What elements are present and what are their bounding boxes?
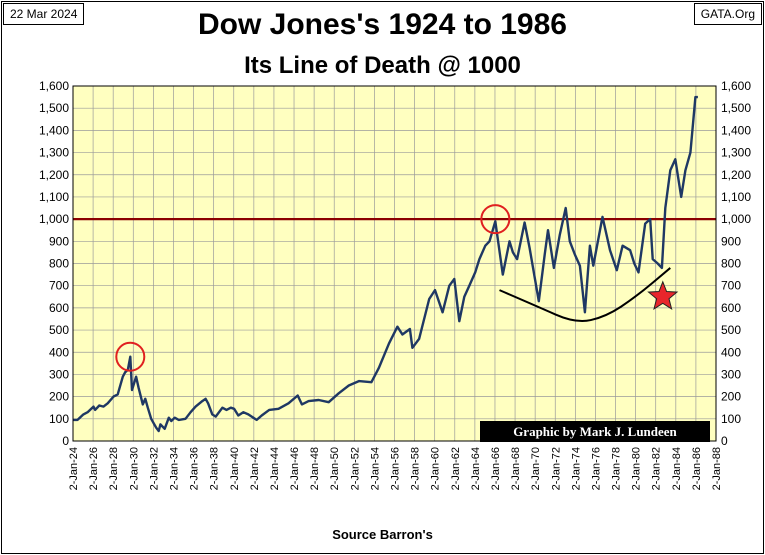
- x-tick-label: 2-Jan-46: [289, 447, 301, 490]
- y-tick-label-left: 800: [49, 257, 69, 271]
- x-tick-label: 2-Jan-62: [450, 447, 462, 490]
- x-axis-title: Source Barron's: [332, 527, 433, 542]
- y-tick-label-right: 1,400: [721, 123, 751, 137]
- x-tick-label: 2-Jan-86: [691, 447, 703, 490]
- y-tick-label-right: 1,100: [721, 190, 751, 204]
- x-tick-label: 2-Jan-42: [249, 447, 261, 490]
- y-tick-label-right: 1,000: [721, 212, 751, 226]
- x-tick-label: 2-Jan-78: [611, 447, 623, 490]
- y-tick-label-right: 300: [721, 367, 741, 381]
- x-tick-label: 2-Jan-88: [711, 447, 723, 490]
- x-tick-label: 2-Jan-76: [590, 447, 602, 490]
- plot-border: [72, 85, 717, 442]
- chart-subtitle: Its Line of Death @ 1000: [244, 52, 521, 79]
- y-tick-label-left: 500: [49, 323, 69, 337]
- y-tick-label-right: 1,300: [721, 146, 751, 160]
- x-axis: 2-Jan-24 2-Jan-26 2-Jan-28 2-Jan-30 2-Jan-32…: [68, 447, 723, 490]
- y-axis-left: 0 100 200 300 400 500 600 700 800 900 1,000 1,100 1,…: [39, 79, 69, 448]
- y-tick-label-right: 200: [721, 390, 741, 404]
- x-tick-label: 2-Jan-54: [369, 447, 381, 490]
- y-tick-label-right: 1,200: [721, 168, 751, 182]
- x-tick-label: 2-Jan-82: [651, 447, 663, 490]
- y-tick-label-right: 0: [721, 434, 728, 448]
- credit-label: Graphic by Mark J. Lundeen: [480, 421, 710, 442]
- x-tick-label: 2-Jan-48: [309, 447, 321, 490]
- x-tick-label: 2-Jan-74: [570, 447, 582, 490]
- y-tick-label-left: 600: [49, 301, 69, 315]
- y-tick-label-left: 1,000: [39, 212, 69, 226]
- annotations: [115, 204, 679, 372]
- x-tick-label: 2-Jan-64: [470, 447, 482, 490]
- series-line: [73, 95, 698, 433]
- y-tick-label-left: 300: [49, 367, 69, 381]
- x-tick-label: 2-Jan-30: [128, 447, 140, 490]
- trend-curve: [499, 267, 671, 322]
- x-tick-label: 2-Jan-52: [349, 447, 361, 490]
- x-tick-label: 2-Jan-38: [209, 447, 221, 490]
- x-tick-label: 2-Jan-72: [550, 447, 562, 490]
- y-tick-label-right: 900: [721, 234, 741, 248]
- x-tick-label: 2-Jan-28: [108, 447, 120, 490]
- y-tick-label-right: 500: [721, 323, 741, 337]
- x-tick-label: 2-Jan-36: [189, 447, 201, 490]
- y-tick-label-left: 100: [49, 412, 69, 426]
- x-tick-label: 2-Jan-24: [68, 447, 80, 490]
- y-tick-label-left: 200: [49, 390, 69, 404]
- x-tick-label: 2-Jan-50: [329, 447, 341, 490]
- y-tick-label-left: 0: [62, 434, 69, 448]
- x-tick-label: 2-Jan-60: [430, 447, 442, 490]
- y-tick-label-left: 1,200: [39, 168, 69, 182]
- y-tick-label-right: 100: [721, 412, 741, 426]
- y-tick-label-left: 1,100: [39, 190, 69, 204]
- x-tick-label: 2-Jan-34: [168, 447, 180, 490]
- y-tick-label-left: 1,300: [39, 146, 69, 160]
- x-tick-label: 2-Jan-58: [410, 447, 422, 490]
- x-tick-label: 2-Jan-26: [88, 447, 100, 490]
- y-tick-label-left: 1,400: [39, 123, 69, 137]
- y-tick-label-right: 1,600: [721, 79, 751, 93]
- x-tick-label: 2-Jan-40: [229, 447, 241, 490]
- highlight-circle: [115, 341, 146, 372]
- chart-title: Dow Jones's 1924 to 1986: [198, 8, 567, 41]
- y-tick-label-right: 800: [721, 257, 741, 271]
- date-label: 22 Mar 2024: [3, 3, 85, 25]
- y-tick-label-left: 700: [49, 279, 69, 293]
- x-tick-label: 2-Jan-56: [390, 447, 402, 490]
- x-tick-label: 2-Jan-80: [631, 447, 643, 490]
- y-tick-label-right: 600: [721, 301, 741, 315]
- y-tick-label-left: 400: [49, 345, 69, 359]
- y-axis-right: 0 100 200 300 400 500 600 700 800 900 1,000 1,100 1,…: [721, 79, 751, 448]
- highlight-circle: [480, 204, 511, 235]
- y-tick-label-left: 1,500: [39, 101, 69, 115]
- x-tick-label: 2-Jan-68: [510, 447, 522, 490]
- y-tick-label-left: 1,600: [39, 79, 69, 93]
- y-tick-label-right: 700: [721, 279, 741, 293]
- x-tick-label: 2-Jan-84: [671, 447, 683, 490]
- star-marker: [647, 280, 679, 311]
- x-tick-label: 2-Jan-66: [490, 447, 502, 490]
- y-tick-label-right: 1,500: [721, 101, 751, 115]
- x-tick-label: 2-Jan-70: [530, 447, 542, 490]
- x-tick-label: 2-Jan-44: [269, 447, 281, 490]
- y-tick-label-left: 900: [49, 234, 69, 248]
- x-tick-label: 2-Jan-32: [148, 447, 160, 490]
- y-tick-label-right: 400: [721, 345, 741, 359]
- site-label: GATA.Org: [693, 3, 762, 25]
